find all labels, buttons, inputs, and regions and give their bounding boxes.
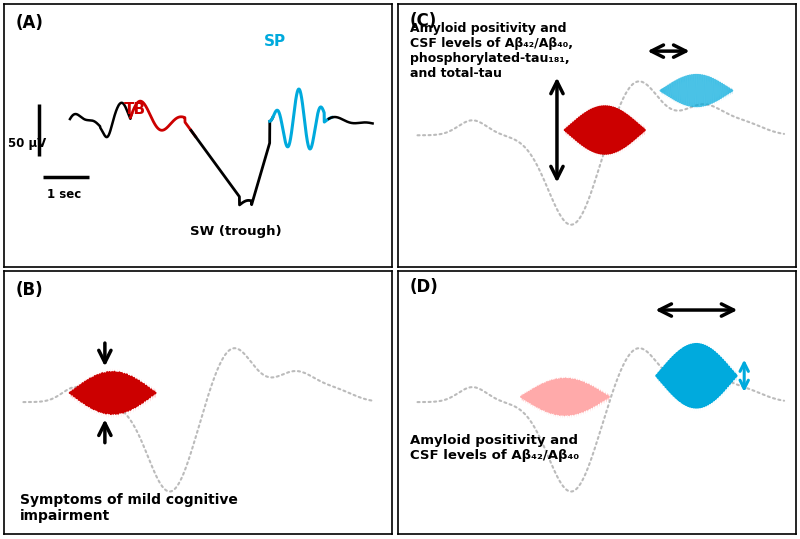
Text: 50 μV: 50 μV xyxy=(8,137,46,150)
Text: SW (trough): SW (trough) xyxy=(190,225,282,238)
Text: 1 sec: 1 sec xyxy=(46,189,81,202)
Text: (B): (B) xyxy=(16,281,43,299)
Text: Amyloid positivity and
CSF levels of Aβ₄₂/Aβ₄₀,
phosphorylated-tau₁₈₁,
and total: Amyloid positivity and CSF levels of Aβ₄… xyxy=(410,22,573,80)
Text: Amyloid positivity and
CSF levels of Aβ₄₂/Aβ₄₀: Amyloid positivity and CSF levels of Aβ₄… xyxy=(410,434,578,462)
Text: (D): (D) xyxy=(410,279,438,296)
Text: (C): (C) xyxy=(410,12,437,30)
Text: (A): (A) xyxy=(16,15,43,32)
Text: SP: SP xyxy=(264,34,286,49)
Text: Symptoms of mild cognitive
impairment: Symptoms of mild cognitive impairment xyxy=(19,493,238,523)
Text: TB: TB xyxy=(124,102,146,118)
